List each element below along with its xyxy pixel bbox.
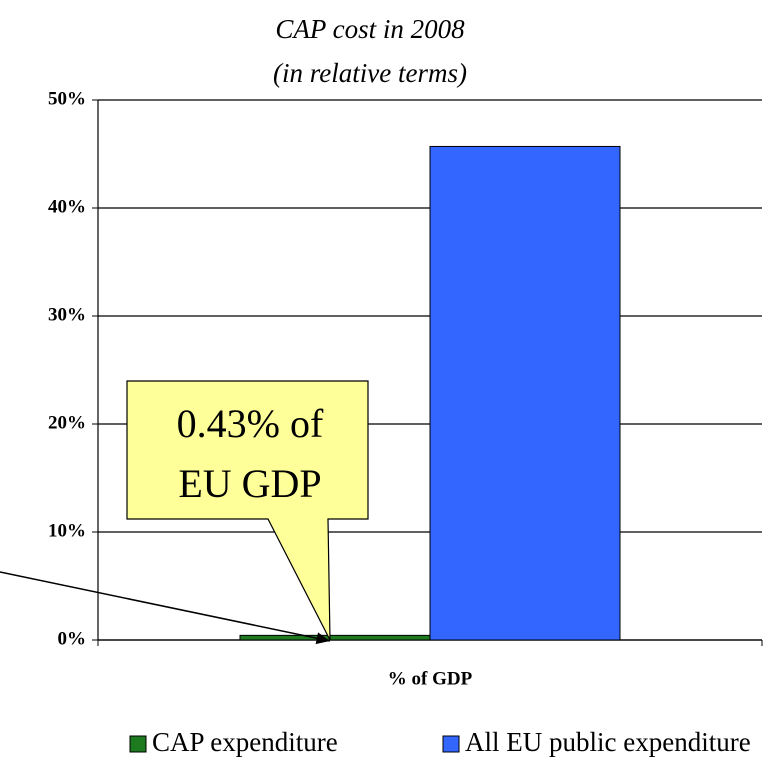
callout: 0.43% of EU GDP bbox=[0, 380, 369, 645]
callout-text: EU GDP bbox=[178, 461, 321, 506]
callout-text: 0.43% of bbox=[177, 401, 324, 446]
bar bbox=[239, 634, 431, 641]
callout-box bbox=[126, 380, 369, 641]
chart-title: (in relative terms) bbox=[273, 58, 467, 88]
x-tick-label: % of GDP bbox=[388, 668, 473, 689]
arrow bbox=[0, 571, 331, 645]
y-tick-label: 40% bbox=[48, 196, 86, 217]
y-tick-label: 50% bbox=[48, 88, 86, 109]
y-tick-label: 20% bbox=[48, 412, 86, 433]
legend-swatch bbox=[129, 735, 147, 753]
y-tick-label: 10% bbox=[48, 520, 86, 541]
bar bbox=[429, 145, 621, 641]
legend-swatch bbox=[442, 735, 460, 753]
plot-area: 0% 10% 20% 30% 40% 50% % of GDP bbox=[48, 88, 763, 689]
y-tick-label: 30% bbox=[48, 304, 86, 325]
legend-label: CAP expenditure bbox=[152, 727, 338, 757]
legend-label: All EU public expenditure bbox=[465, 727, 751, 757]
chart-title: CAP cost in 2008 bbox=[275, 14, 465, 44]
y-tick-label: 0% bbox=[58, 628, 87, 649]
